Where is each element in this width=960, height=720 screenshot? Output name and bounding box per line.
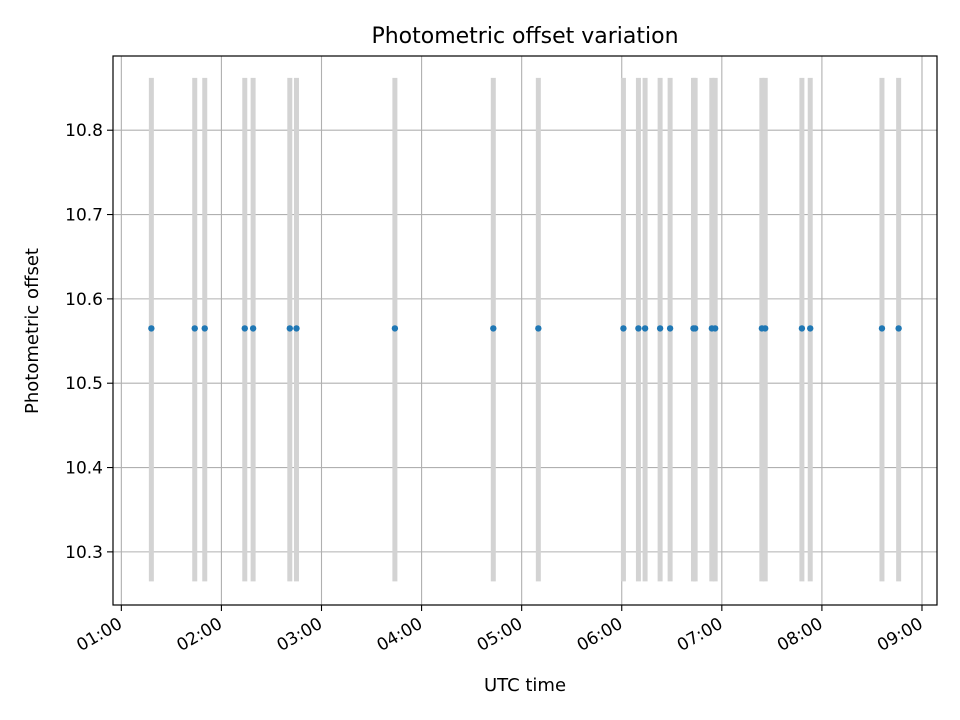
data-point	[620, 325, 627, 332]
y-tick-label: 10.8	[65, 121, 103, 141]
data-point	[807, 325, 814, 332]
data-point	[286, 325, 294, 332]
data-point	[666, 325, 674, 332]
y-tick-label: 10.5	[65, 374, 103, 394]
data-point	[761, 325, 769, 332]
data-point	[191, 325, 198, 332]
data-point	[635, 325, 642, 332]
y-axis: 10.3 10.4 10.5 10.6 10.7 10.8	[65, 121, 113, 563]
data-point	[691, 325, 699, 332]
data-point	[148, 325, 155, 332]
plot-frame	[112, 55, 938, 606]
y-tick-label: 10.7	[65, 206, 103, 226]
y-axis-label: Photometric offset	[22, 248, 43, 414]
data-point	[249, 325, 257, 332]
data-point	[391, 325, 399, 332]
data-point	[241, 325, 248, 332]
data-point	[490, 325, 497, 332]
y-tick-label: 10.3	[65, 543, 103, 563]
data-point	[798, 325, 806, 332]
data-point	[656, 325, 664, 332]
y-tick-label: 10.4	[65, 459, 103, 479]
data-point	[293, 325, 300, 332]
data-point	[535, 325, 542, 332]
data-point	[641, 325, 649, 332]
data-point	[895, 325, 902, 332]
y-tick-label: 10.6	[65, 290, 103, 310]
data-point	[878, 325, 886, 332]
data-point	[201, 325, 208, 332]
data-points	[148, 325, 902, 332]
chart-title: Photometric offset variation	[371, 24, 678, 49]
x-axis-label: UTC time	[484, 675, 566, 696]
data-point	[711, 325, 719, 332]
